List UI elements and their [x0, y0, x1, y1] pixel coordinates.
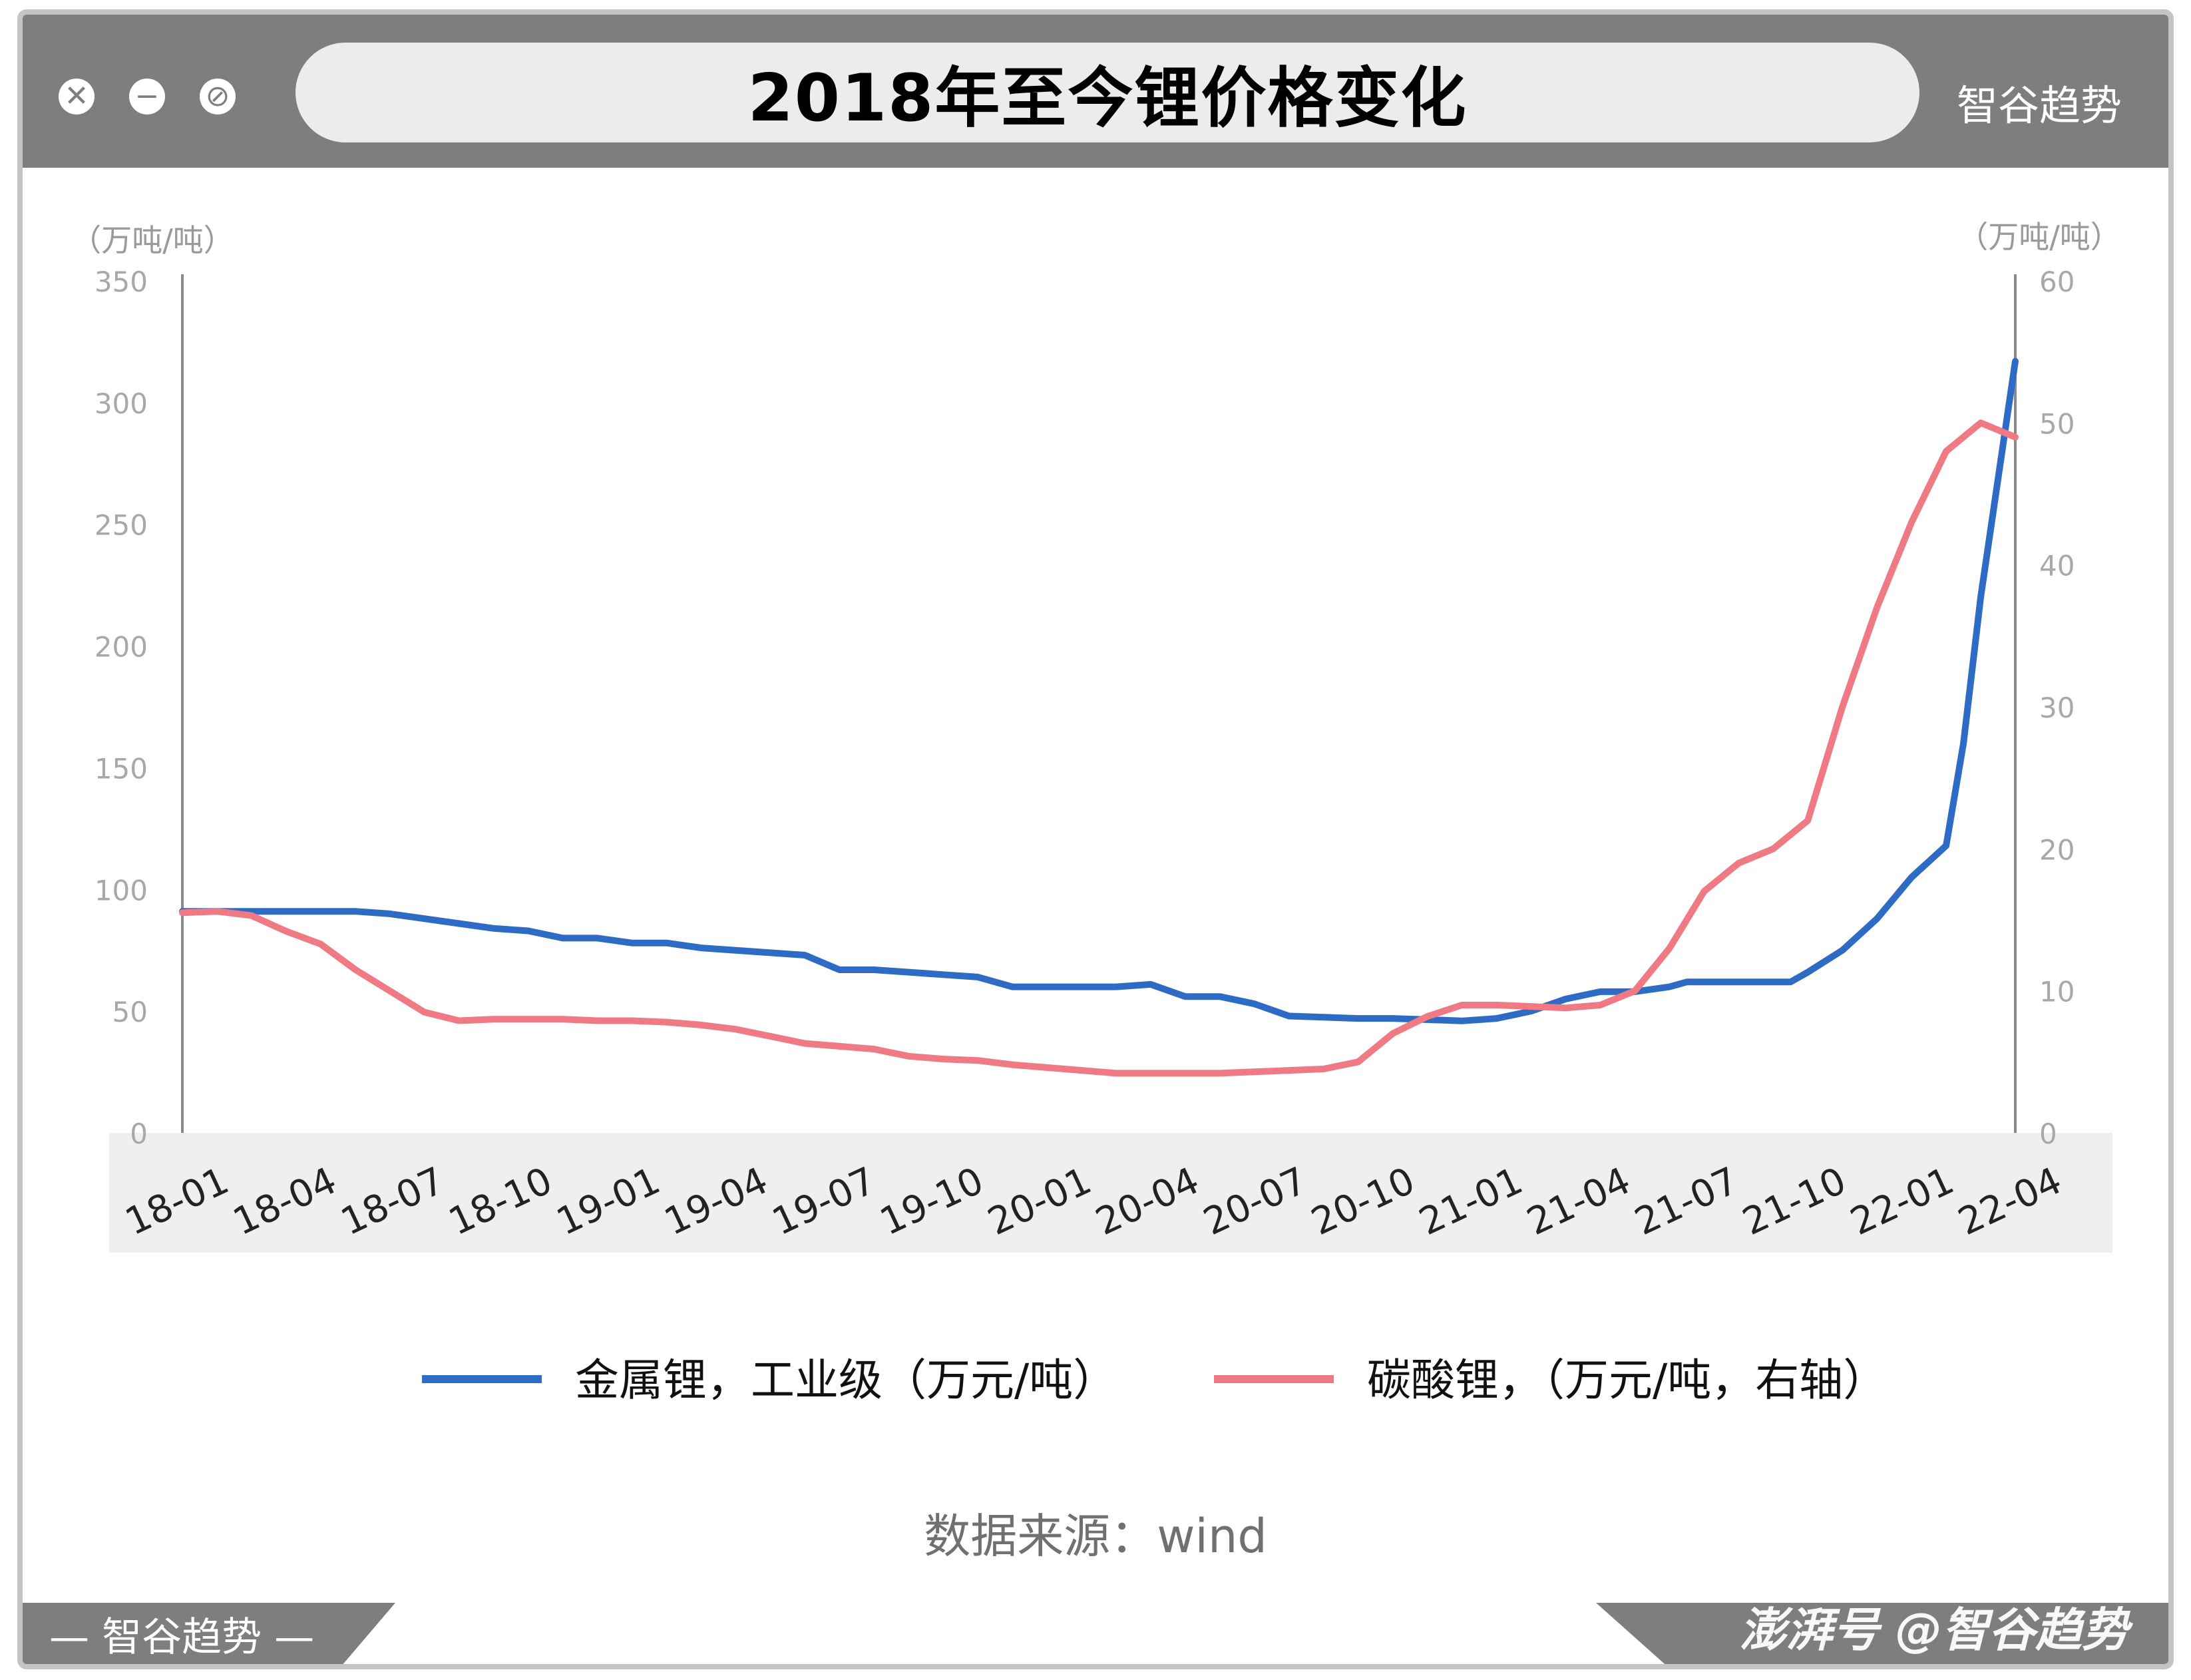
right-tick-label: 10	[2039, 976, 2075, 1008]
block-icon[interactable]: ⊘	[200, 79, 236, 114]
page-title: 2018年至今锂价格变化	[747, 61, 1468, 136]
right-tick-label: 30	[2039, 692, 2075, 724]
legend-label: 金属锂，工业级（万元/吨）	[575, 1355, 1117, 1406]
app-window: ✕ − ⊘ 2018年至今锂价格变化 智谷趋势 （万吨/吨） （万吨/吨） 0 50 1…	[17, 9, 2174, 1669]
left-tick-label: 100	[95, 874, 148, 907]
bottom-bar: — 智谷趋势 — 澎湃号 @智谷趋势	[23, 1603, 2168, 1664]
x-axis-band	[109, 1133, 2112, 1253]
left-tick-label: 150	[95, 752, 148, 785]
left-tick-label: 350	[95, 266, 148, 298]
right-tick-label: 50	[2039, 407, 2075, 440]
right-tick-label: 40	[2039, 550, 2075, 582]
minimize-icon[interactable]: −	[129, 79, 165, 114]
left-tick-label: 300	[95, 387, 148, 420]
right-tick-label: 60	[2039, 266, 2075, 298]
right-axis-unit: （万吨/吨）	[1957, 219, 2121, 255]
left-tick-label: 200	[95, 631, 148, 664]
right-tick-label: 0	[2039, 1118, 2057, 1150]
left-tick-label: 0	[130, 1118, 148, 1150]
close-icon[interactable]: ✕	[59, 79, 95, 114]
title-pill: 2018年至今锂价格变化	[296, 43, 1919, 142]
series-line-metal-lithium	[179, 357, 2019, 1024]
brand-tab-bottom: — 智谷趋势 —	[23, 1603, 395, 1664]
data-source: 数据来源：wind	[924, 1509, 1267, 1564]
right-tick-label: 20	[2039, 833, 2075, 866]
series-line-lithium-carbonate	[179, 419, 2019, 1077]
title-bar: ✕ − ⊘ 2018年至今锂价格变化 智谷趋势	[23, 15, 2168, 168]
left-axis-unit: （万吨/吨）	[71, 222, 234, 258]
brand-logo-bottom: — 智谷趋势 —	[49, 1613, 315, 1661]
price-chart: （万吨/吨） （万吨/吨） 0 50 100 150 200 250 300 350 0 10 20 30…	[71, 219, 2121, 1406]
legend-label: 碳酸锂，（万元/吨，右轴）	[1367, 1355, 1887, 1406]
watermark-tab	[1596, 1603, 2168, 1664]
watermark-text: 澎湃号 @智谷趋势	[1739, 1603, 2128, 1657]
brand-logo-top: 智谷趋势	[1956, 81, 2122, 130]
left-tick-label: 250	[95, 509, 148, 542]
left-tick-label: 50	[112, 996, 148, 1028]
